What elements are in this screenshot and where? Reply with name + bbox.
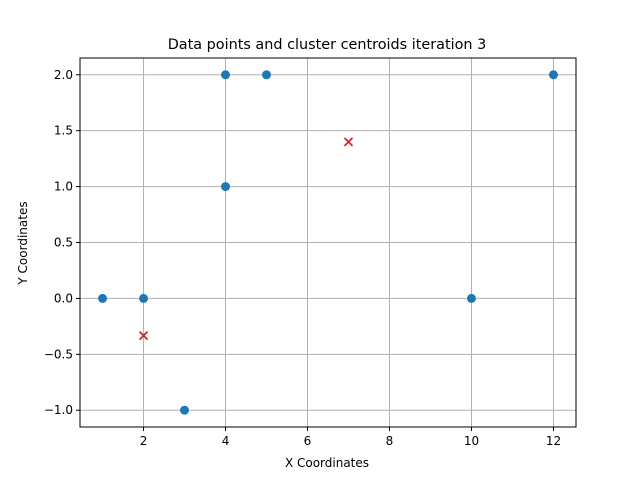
x-tick-label: 2 (140, 434, 148, 448)
grid-layer (80, 58, 576, 427)
x-tick-label: 12 (546, 434, 561, 448)
ticks-layer: 2 4 6 8 10 12 −1.0 −0.5 0.0 0.5 1.0 1.5 2.0 (44, 68, 561, 448)
x-tick-label: 6 (304, 434, 312, 448)
y-tick-label: 1.5 (54, 124, 73, 138)
data-point (139, 293, 149, 303)
y-axis-label: Y Coordinates (16, 201, 30, 285)
data-point (180, 405, 190, 415)
data-point (548, 70, 558, 80)
y-tick-label: −0.5 (44, 347, 73, 361)
y-tick-label: 0.0 (54, 291, 73, 305)
centroid-stroke (138, 331, 149, 341)
chart-title: Data points and cluster centroids iterat… (168, 37, 487, 53)
x-axis-label: X Coordinates (285, 456, 369, 470)
centroid-marker (343, 137, 354, 147)
data-point (466, 293, 476, 303)
marks-layer (98, 70, 558, 415)
y-tick-label: 0.5 (54, 236, 73, 250)
centroid-stroke (343, 137, 354, 147)
data-point (221, 182, 231, 192)
x-tick-label: 8 (386, 434, 394, 448)
x-tick-label: 4 (222, 434, 230, 448)
x-tick-label: 10 (464, 434, 479, 448)
centroid-marker (138, 331, 149, 341)
data-point (262, 70, 272, 80)
data-point (98, 293, 108, 303)
y-tick-label: 2.0 (54, 68, 73, 82)
y-tick-label: −1.0 (44, 403, 73, 417)
data-point (221, 70, 231, 80)
y-tick-label: 1.0 (54, 180, 73, 194)
